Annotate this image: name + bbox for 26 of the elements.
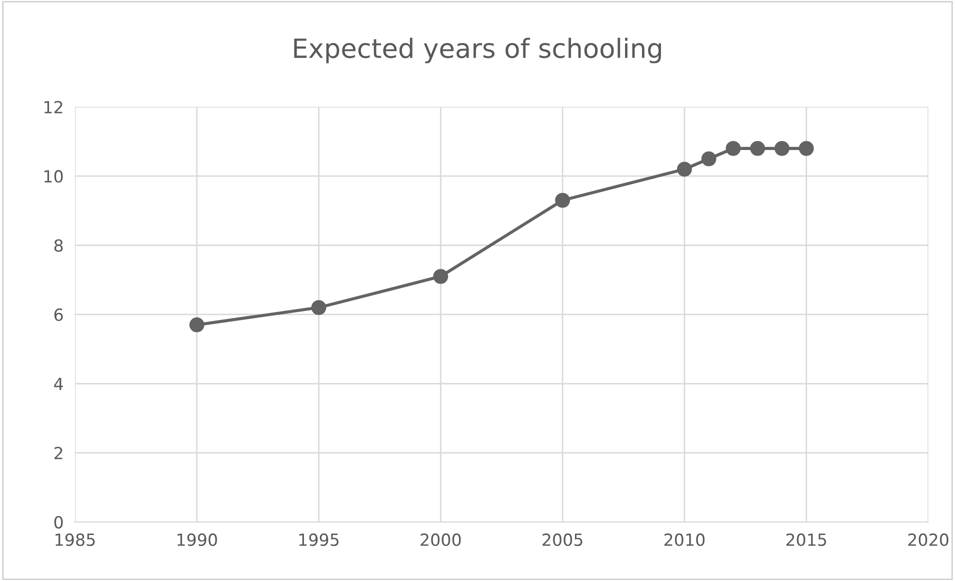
point — [701, 151, 716, 166]
y-tick-label: 0 — [54, 516, 63, 529]
x-tick-label: 1990 — [177, 533, 217, 546]
y-tick-label: 12 — [44, 100, 62, 114]
point — [189, 317, 204, 332]
point — [677, 162, 692, 177]
x-tick-label: 2000 — [420, 533, 461, 546]
x-tick-label: 1985 — [56, 533, 95, 546]
point — [726, 140, 741, 156]
point — [798, 140, 814, 156]
x-tick-label: 2010 — [664, 533, 705, 546]
y-tick-label: 10 — [44, 170, 63, 183]
point — [555, 192, 570, 208]
chart-title: Expected years of schooling — [294, 38, 661, 64]
y-tick-label: 4 — [54, 378, 63, 390]
point — [433, 268, 448, 284]
x-tick-label: 2005 — [542, 533, 582, 546]
x-tick-label: 2015 — [786, 533, 826, 546]
y-tick-label: 6 — [54, 308, 63, 322]
point — [311, 300, 326, 316]
y-tick-label: 2 — [54, 446, 62, 460]
x-tick-label: 2020 — [908, 533, 948, 546]
point — [774, 140, 790, 156]
x-tick-label: 1995 — [299, 533, 339, 546]
y-tick-label: 8 — [54, 239, 63, 252]
point — [750, 140, 766, 156]
